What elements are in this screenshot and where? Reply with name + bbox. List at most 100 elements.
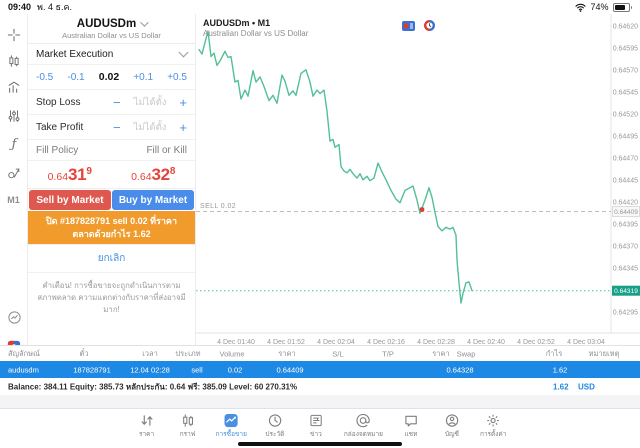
table-header-cell: ราคา	[278, 348, 296, 358]
sliders-icon[interactable]	[6, 108, 22, 124]
svg-text:4 Dec 03:04: 4 Dec 03:04	[567, 339, 605, 345]
indicators-icon[interactable]	[6, 79, 22, 95]
buy-price: 0.64328	[131, 164, 176, 184]
stop-loss-value-field[interactable]: ไม่ได้ตั้ง	[133, 96, 167, 108]
fill-policy-label: Fill Policy	[36, 144, 79, 156]
nav-tab-charts[interactable]: กราฟ	[175, 413, 201, 439]
svg-text:4 Dec 01:40: 4 Dec 01:40	[217, 339, 255, 345]
symbol-flag-icon	[402, 20, 415, 31]
bid-ask-display: 0.64319 0.64328	[28, 161, 195, 189]
nav-tab-chat[interactable]: แชท	[398, 413, 424, 439]
total-profit-value: 1.62	[553, 382, 569, 392]
execution-mode-dropdown[interactable]: Market Execution	[28, 44, 195, 65]
svg-text:SELL 0.02: SELL 0.02	[200, 203, 236, 210]
close-position-notification: ปิด #187828791 sell 0.02 ที่ราคาตลาดด้วย…	[28, 211, 195, 245]
open-position-row[interactable]: audusdm 187828791 12.04 02:28 sell 0.02 0.644…	[0, 361, 640, 378]
nav-tab-news[interactable]: ข่าว	[303, 413, 329, 439]
symbol-selector[interactable]: AUDUSDm Australian Dollar vs US Dollar	[28, 14, 195, 44]
nav-tab-history[interactable]: ประวัติ	[262, 413, 288, 439]
battery-percent: 74%	[590, 2, 609, 12]
svg-text:0.64409: 0.64409	[614, 209, 638, 216]
table-header-cell: T/P	[382, 349, 394, 358]
order-panel: AUDUSDm Australian Dollar vs US Dollar M…	[27, 14, 196, 345]
trade-icon	[224, 413, 238, 428]
nav-tab-settings[interactable]: การตั้งค่า	[480, 413, 506, 439]
nav-tab-mailbox[interactable]: กล่องจดหมาย	[344, 413, 383, 439]
table-header-cell: S/L	[332, 349, 344, 358]
take-profit-minus-button[interactable]: −	[113, 119, 121, 135]
chevron-down-icon	[178, 47, 189, 58]
svg-text:0.64495: 0.64495	[613, 133, 638, 140]
svg-text:4 Dec 02:04: 4 Dec 02:04	[317, 339, 355, 345]
chat-icon[interactable]	[6, 309, 22, 325]
take-profit-label: Take Profit	[36, 121, 84, 133]
nav-tab-quotes[interactable]: ราคา	[134, 413, 160, 439]
history-clock-icon	[268, 414, 282, 427]
svg-text:4 Dec 02:52: 4 Dec 02:52	[517, 339, 555, 345]
table-cell: 0.02	[227, 365, 243, 374]
sell-by-market-button[interactable]: Sell by Market	[29, 190, 111, 210]
news-icon	[310, 414, 322, 427]
table-cell: 1.62	[552, 365, 568, 374]
take-profit-row: Take Profit − ไม่ได้ตั้ง +	[28, 115, 195, 140]
function-icon[interactable]: ƒ	[11, 136, 17, 152]
stop-loss-plus-button[interactable]: +	[179, 94, 187, 110]
nav-tab-trade[interactable]: การซื้อขาย	[216, 413, 247, 439]
chart-type-icon[interactable]	[6, 53, 22, 69]
table-cell: 0.64409	[276, 365, 304, 374]
table-cell: 0.64328	[446, 365, 474, 374]
clock: 09:40	[8, 2, 32, 12]
stop-loss-minus-button[interactable]: −	[113, 94, 121, 110]
cancel-button[interactable]: ยกเลิก	[28, 244, 195, 274]
table-header-cell: Volume	[219, 349, 245, 358]
symbol-name: AUDUSDm	[76, 18, 137, 30]
buy-by-market-button[interactable]: Buy by Market	[112, 190, 194, 210]
volume-plus-small-button[interactable]: +0.1	[133, 71, 154, 83]
svg-text:0.64345: 0.64345	[613, 265, 638, 272]
fill-policy-selector[interactable]: Fill Policy Fill or Kill	[28, 140, 195, 161]
table-header-cell: หมายเหตุ	[588, 348, 620, 358]
home-indicator[interactable]	[238, 442, 402, 446]
gear-icon	[487, 414, 499, 427]
table-header-row: สัญลักษณ์ ตั๋ว เวลา ประเภท Volume ราคา S/L T/P ร…	[0, 346, 640, 361]
svg-text:0.64420: 0.64420	[613, 199, 638, 206]
take-profit-value-field[interactable]: ไม่ได้ตั้ง	[133, 121, 167, 133]
chat-bubble-icon	[405, 415, 417, 427]
svg-text:4 Dec 02:28: 4 Dec 02:28	[417, 339, 455, 345]
table-header-cell: Swap	[456, 349, 476, 358]
price-chart[interactable]: 0.64620 0.64595 0.64570 0.64545 0.64520 0.644…	[196, 14, 640, 345]
chart-canvas[interactable]: 0.64620 0.64595 0.64570 0.64545 0.64520 0.644…	[196, 14, 640, 345]
crosshair-icon[interactable]	[6, 27, 22, 43]
volume-plus-large-button[interactable]: +0.5	[167, 71, 187, 83]
svg-text:0.64620: 0.64620	[613, 23, 638, 30]
nav-tab-accounts[interactable]: บัญชี	[439, 413, 465, 439]
status-bar: 09:40 พ. 4 ธ.ค. 74%	[0, 0, 640, 14]
table-header-cell: กำไร	[545, 348, 563, 358]
battery-icon	[612, 2, 632, 12]
svg-text:0.64395: 0.64395	[613, 221, 638, 228]
svg-text:4 Dec 02:16: 4 Dec 02:16	[367, 339, 405, 345]
chart-title: AUDUSDm • M1	[203, 18, 271, 28]
chart-tool-rail: ƒ M1	[0, 14, 27, 354]
timeframe-label[interactable]: M1	[7, 195, 20, 205]
svg-text:0.64570: 0.64570	[613, 67, 638, 74]
svg-text:4 Dec 01:52: 4 Dec 01:52	[267, 339, 305, 345]
svg-text:0.64520: 0.64520	[613, 111, 638, 118]
execution-mode-label: Market Execution	[36, 48, 114, 60]
objects-icon[interactable]	[6, 165, 22, 181]
volume-stepper-row: -0.5 -0.1 0.02 +0.1 +0.5	[28, 65, 195, 90]
quotes-arrows-icon	[141, 415, 153, 426]
table-cell: audusdm	[8, 365, 39, 374]
table-cell: 12.04 02:28	[130, 365, 170, 374]
table-cell: sell	[191, 365, 203, 374]
volume-value[interactable]: 0.02	[98, 71, 120, 83]
chevron-down-icon	[140, 18, 149, 27]
svg-text:0.64595: 0.64595	[613, 45, 638, 52]
volume-minus-large-button[interactable]: -0.5	[36, 71, 54, 83]
take-profit-plus-button[interactable]: +	[179, 119, 187, 135]
volume-minus-small-button[interactable]: -0.1	[67, 71, 85, 83]
symbol-description: Australian Dollar vs US Dollar	[62, 31, 161, 40]
date: พ. 4 ธ.ค.	[37, 2, 72, 12]
svg-text:4 Dec 02:40: 4 Dec 02:40	[467, 339, 505, 345]
sell-price: 0.64319	[47, 164, 92, 184]
